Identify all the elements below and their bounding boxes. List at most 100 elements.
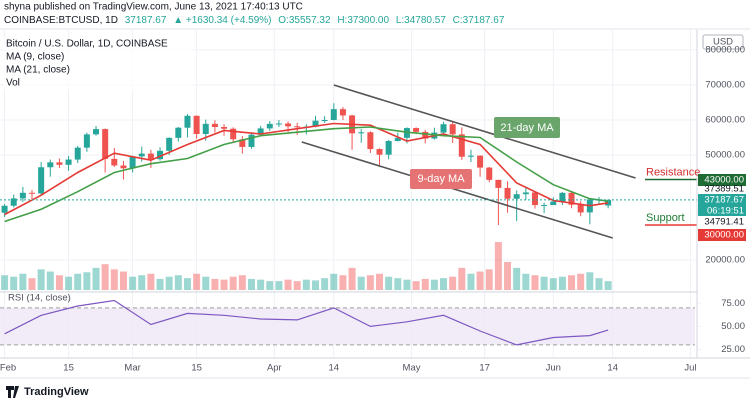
volume-bar xyxy=(513,267,521,290)
volume-bar xyxy=(257,279,265,290)
price-label: 37187.67 xyxy=(704,195,744,206)
candle-body xyxy=(74,147,81,160)
volume-bar xyxy=(421,278,429,290)
level-label: Support xyxy=(646,212,685,224)
volume-bar xyxy=(119,271,127,290)
price-label-box xyxy=(698,174,746,186)
volume-bar xyxy=(266,281,274,290)
volume-bar xyxy=(165,276,173,290)
candle-body xyxy=(47,162,54,168)
volume-bar xyxy=(385,276,393,290)
annotation-text: 9-day MA xyxy=(417,173,465,185)
lines xyxy=(0,84,697,346)
x-tick-label: 17 xyxy=(479,363,490,374)
candle-body xyxy=(56,162,63,165)
candle-body xyxy=(93,129,100,135)
quote-line: COINBASE:BTCUSD, 1D 37187.67 ▲ +1630.34 … xyxy=(4,15,505,26)
grid xyxy=(0,30,701,358)
volume-bar xyxy=(55,275,63,290)
volume-bar xyxy=(147,273,155,290)
volume-bar xyxy=(339,275,347,290)
x-tick-label: Apr xyxy=(267,363,282,374)
volume-bar xyxy=(577,273,585,290)
volume-bar xyxy=(211,278,219,290)
x-tick-label: Mar xyxy=(124,363,140,374)
volume-bar xyxy=(65,276,73,290)
volume-bar xyxy=(92,267,100,290)
volume-bar xyxy=(138,275,146,290)
volume-bar xyxy=(549,278,557,290)
volume-bar xyxy=(19,273,27,290)
candle-body xyxy=(312,120,319,127)
volume-bar xyxy=(174,275,182,290)
legend-entry: MA (9, close) xyxy=(6,52,64,63)
volume-bar xyxy=(394,278,402,290)
channel-line xyxy=(333,84,636,179)
volume-bar xyxy=(183,278,191,290)
candle-body xyxy=(202,123,209,134)
candle-body xyxy=(605,199,612,206)
candle-body xyxy=(175,127,182,138)
open: O:35557.32 xyxy=(278,15,331,26)
volume-bar xyxy=(440,278,448,290)
candle-body xyxy=(467,155,474,157)
ma-line xyxy=(4,126,609,223)
volume-bar xyxy=(458,267,466,290)
candle-body xyxy=(513,194,520,199)
candle-body xyxy=(120,165,127,169)
volume-bar xyxy=(604,281,612,290)
y-tick-label: 70000.00 xyxy=(705,80,745,91)
logo-icon xyxy=(6,386,19,398)
price-label-box xyxy=(698,194,746,206)
volume-bar xyxy=(494,242,502,290)
level-label: Resistance xyxy=(646,166,700,178)
candle-body xyxy=(1,205,8,213)
unit-box xyxy=(702,34,744,50)
annotation-box xyxy=(410,169,472,189)
candle-body xyxy=(138,153,145,157)
candle-body xyxy=(38,167,45,194)
candle-body xyxy=(275,123,282,125)
candle-body xyxy=(550,201,557,206)
candle-body xyxy=(184,115,191,128)
candle-body xyxy=(440,124,447,133)
candle-body xyxy=(147,153,154,160)
candle-body xyxy=(239,139,246,147)
x-tick-label: Feb xyxy=(0,363,16,374)
candle-body xyxy=(339,109,346,116)
candle-body xyxy=(522,192,529,195)
volume-bar xyxy=(110,269,118,290)
candle-body xyxy=(221,126,228,129)
volume-bar xyxy=(540,276,548,290)
volume-bar xyxy=(476,271,484,290)
volume-bar xyxy=(504,261,512,290)
candle-body xyxy=(10,198,17,206)
volume-bar xyxy=(247,278,255,290)
candle-body xyxy=(376,149,383,155)
candle-body xyxy=(559,192,566,202)
volume-bar xyxy=(412,281,420,290)
rsi-label: RSI (14, close) xyxy=(8,293,71,304)
volume-bar xyxy=(46,271,54,290)
rsi-band xyxy=(0,307,695,345)
volume-bar xyxy=(129,276,137,290)
candle-body xyxy=(367,132,374,150)
volume-bar xyxy=(558,276,566,290)
candle-body xyxy=(102,129,109,159)
y-tick-label: 50000.00 xyxy=(705,150,745,161)
volume-bar xyxy=(568,275,576,290)
candle-body xyxy=(321,119,328,121)
volume xyxy=(1,242,612,290)
x-tick-label: May xyxy=(403,363,421,374)
x-tick-label: 14 xyxy=(328,363,339,374)
volume-bar xyxy=(202,276,210,290)
candle-body xyxy=(394,137,401,141)
price-label: 43000.00 xyxy=(704,175,744,186)
volume-bar xyxy=(595,278,603,290)
candle-body xyxy=(157,150,164,160)
low: L:34780.57 xyxy=(396,15,446,26)
volume-bar xyxy=(229,276,237,290)
candle-body xyxy=(83,134,90,148)
countdown-box xyxy=(698,205,746,216)
